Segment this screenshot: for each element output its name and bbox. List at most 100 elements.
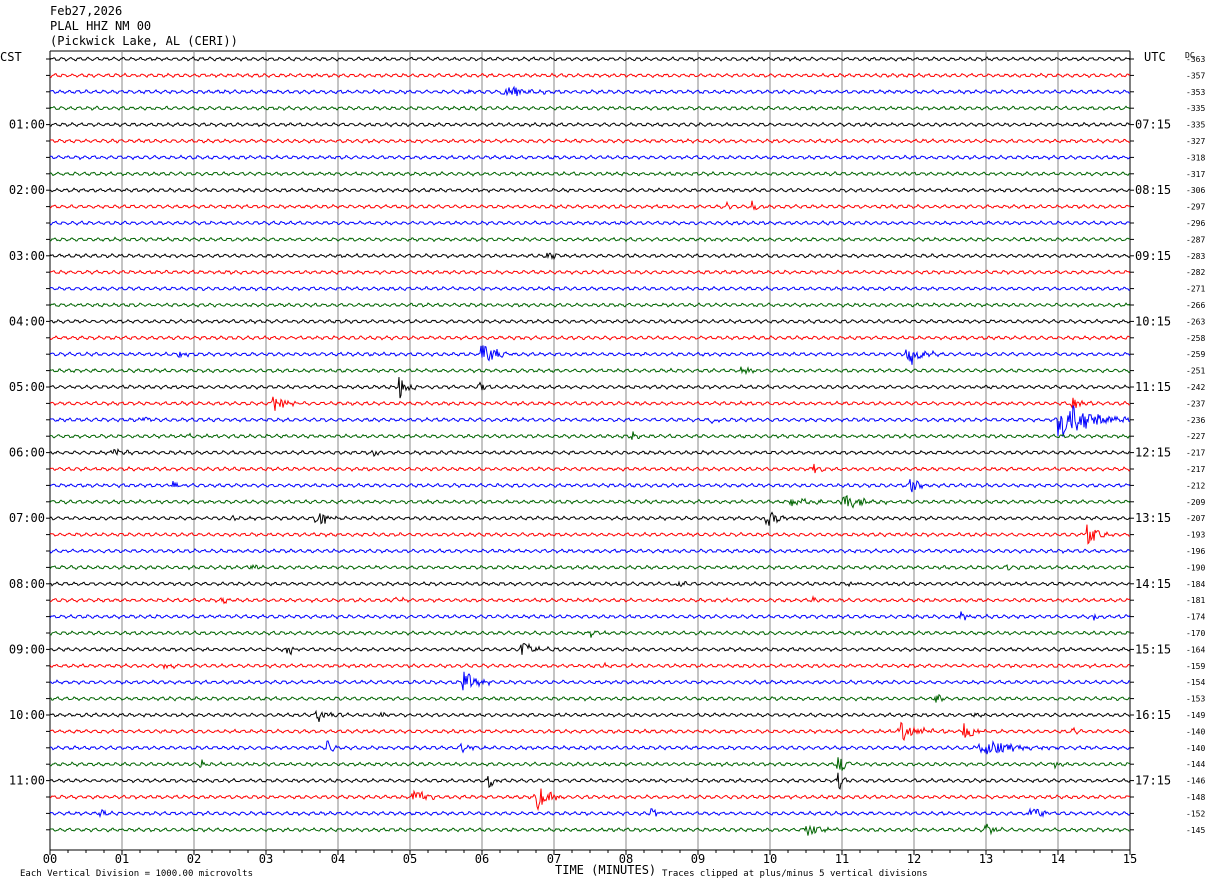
trace-line (49, 285, 1131, 292)
dc-offset-label: -271 (1186, 285, 1205, 294)
trace-line (49, 236, 1131, 243)
trace-line (49, 302, 1131, 308)
left-hour-label: 04:00 (9, 314, 45, 328)
trace-line (49, 479, 1131, 493)
dc-offset-label: -318 (1186, 153, 1205, 162)
left-hour-label: 11:00 (9, 774, 45, 788)
header-station: PLAL HHZ NM 00 (50, 19, 152, 33)
x-tick-label: 05 (403, 852, 417, 866)
dc-offset-label: -327 (1186, 137, 1205, 146)
left-hour-label: 07:00 (9, 511, 45, 525)
right-hour-label: 13:15 (1135, 511, 1171, 525)
trace-line (49, 448, 1131, 457)
right-hour-label: 11:15 (1135, 380, 1171, 394)
x-tick-label: 07 (547, 852, 561, 866)
dc-offset-label: -149 (1186, 711, 1205, 720)
right-hour-label: 10:15 (1135, 314, 1171, 328)
left-axis-label: CST (0, 50, 22, 64)
x-tick-label: 15 (1123, 852, 1137, 866)
trace-line (49, 524, 1131, 545)
x-tick-label: 08 (619, 852, 633, 866)
x-tick-label: 06 (475, 852, 489, 866)
header-date: Feb27,2026 (50, 4, 123, 18)
trace-line (49, 740, 1131, 755)
dc-offset-label: -174 (1186, 613, 1205, 622)
x-tick-label: 04 (331, 852, 345, 866)
dc-offset-label: -217 (1186, 465, 1205, 474)
header-location: (Pickwick Lake, AL (CERI)) (50, 34, 238, 48)
axis-labels: 00 01 02 03 04 05 06 07 08 09 10 11 12 13 14 15 -363 -357… (9, 55, 1206, 866)
dc-offset-label: -363 (1186, 55, 1205, 64)
dc-offset-label: -335 (1186, 121, 1205, 130)
dc-offset-label: -266 (1186, 301, 1205, 310)
trace-line (49, 629, 1131, 638)
dc-offset-label: -159 (1186, 662, 1205, 671)
dc-offset-label: -152 (1186, 809, 1205, 818)
trace-line (49, 170, 1131, 177)
right-hour-label: 08:15 (1135, 183, 1171, 197)
grid (46, 50, 1134, 855)
dc-offset-label: -207 (1186, 514, 1205, 523)
dc-offset-label: -145 (1186, 826, 1205, 835)
right-hour-label: 12:15 (1135, 446, 1171, 460)
trace-line (49, 463, 1131, 474)
dc-offset-label: -209 (1186, 498, 1205, 507)
dc-offset-label: -196 (1186, 547, 1205, 556)
x-tick-label: 00 (43, 852, 57, 866)
trace-line (49, 220, 1131, 226)
traces (49, 56, 1131, 836)
x-tick-label: 03 (259, 852, 273, 866)
dc-offset-label: -193 (1186, 531, 1205, 540)
trace-line (49, 345, 1131, 365)
dc-offset-label: -146 (1186, 777, 1205, 786)
trace-line (49, 721, 1131, 742)
dc-offset-label: -140 (1186, 727, 1205, 736)
trace-line (49, 661, 1131, 671)
x-tick-label: 11 (835, 852, 849, 866)
trace-line (49, 642, 1131, 656)
trace-line (49, 200, 1131, 211)
dc-offset-label: -251 (1186, 367, 1205, 376)
x-tick-label: 14 (1051, 852, 1065, 866)
right-hour-label: 15:15 (1135, 642, 1171, 656)
trace-line (49, 334, 1131, 341)
right-hour-label: 14:15 (1135, 577, 1171, 591)
dc-offset-label: -263 (1186, 317, 1205, 326)
left-hour-label: 06:00 (9, 446, 45, 460)
dc-offset-label: -296 (1186, 219, 1205, 228)
trace-line (49, 511, 1131, 526)
right-hour-label: 09:15 (1135, 249, 1171, 263)
trace-line (49, 580, 1131, 588)
x-tick-label: 13 (979, 852, 993, 866)
x-tick-label: 12 (907, 852, 921, 866)
footer-right-note: Traces clipped at plus/minus 5 vertical … (662, 869, 928, 879)
x-tick-label: 01 (115, 852, 129, 866)
x-axis-label: TIME (MINUTES) (555, 863, 656, 877)
left-hour-label: 08:00 (9, 577, 45, 591)
dc-offset-label: -148 (1186, 793, 1205, 802)
dc-offset-label: -154 (1186, 678, 1205, 687)
trace-line (49, 72, 1131, 79)
right-hour-label: 07:15 (1135, 118, 1171, 132)
trace-line (49, 154, 1131, 161)
dc-offset-label: -242 (1186, 383, 1205, 392)
dc-offset-label: -227 (1186, 432, 1205, 441)
trace-line (49, 595, 1131, 605)
dc-label: DC (1185, 51, 1195, 60)
dc-offset-label: -357 (1186, 71, 1205, 80)
trace-line (49, 548, 1131, 554)
trace-line (49, 105, 1131, 111)
dc-offset-label: -212 (1186, 481, 1205, 490)
trace-line (49, 807, 1131, 819)
trace-line (49, 252, 1131, 261)
trace-line (49, 693, 1131, 703)
dc-offset-label: -170 (1186, 629, 1205, 638)
dc-offset-label: -287 (1186, 235, 1205, 244)
dc-offset-label: -153 (1186, 695, 1205, 704)
trace-line (49, 709, 1131, 722)
dc-offset-label: -190 (1186, 563, 1205, 572)
x-tick-label: 10 (763, 852, 777, 866)
dc-offset-label: -259 (1186, 350, 1205, 359)
trace-line (49, 823, 1131, 836)
trace-line (49, 318, 1131, 325)
